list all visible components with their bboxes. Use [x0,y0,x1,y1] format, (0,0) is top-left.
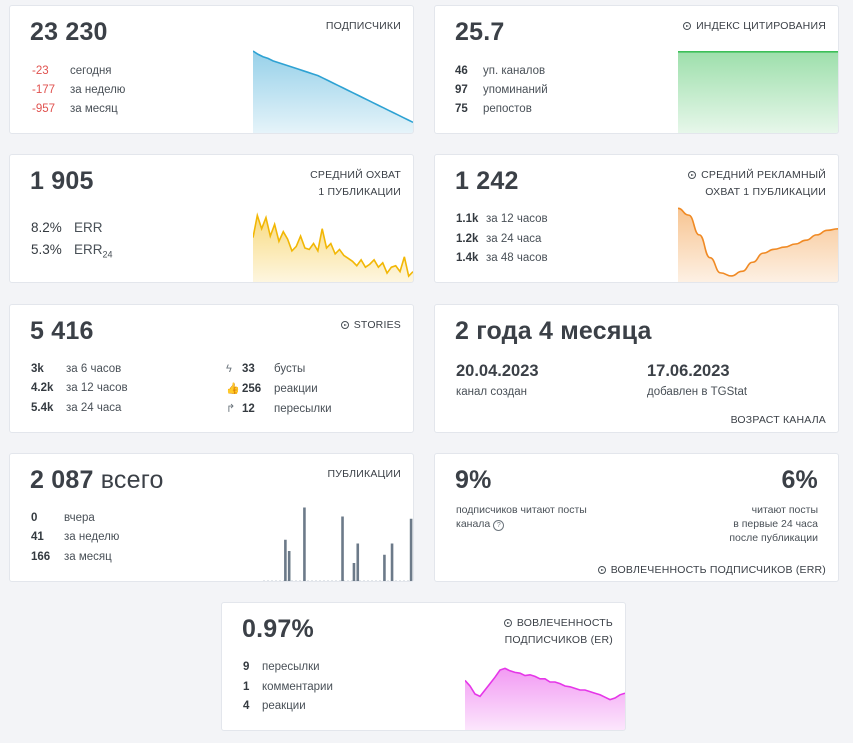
pub-row-month: 166 за месяц [31,551,112,563]
engagement-er-caption: ВОВЛЕЧЕННОСТЬ ПОДПИСЧИКОВ (ER) [503,617,613,646]
play-circle-icon [683,22,692,30]
ad-reach-caption: СРЕДНИЙ РЕКЛАМНЫЙ ОХВАТ 1 ПУБЛИКАЦИИ [688,167,826,201]
citation-card[interactable]: 25.7 ИНДЕКС ЦИТИРОВАНИЯ 46 уп. каналов 97… [434,5,839,134]
er-sparkline [465,667,625,730]
play-circle-icon [597,566,606,574]
change-row-month: -957 за месяц [32,103,118,115]
ad-row-48h: 1.4k за 48 часов [456,252,548,264]
ad-reach-card[interactable]: 1 242 СРЕДНИЙ РЕКЛАМНЫЙ ОХВАТ 1 ПУБЛИКАЦИ… [434,154,839,283]
channel-age-card[interactable]: 2 года 4 месяца 20.04.2023 канал создан … [434,304,839,433]
stories-card[interactable]: 5 416 STORIES 3k за 6 часов 4.2k за 12 час… [9,304,414,433]
avg-reach-value: 1 905 [30,167,94,195]
publications-card[interactable]: 2 087 всего ПУБЛИКАЦИИ 0 вчера 41 за недел… [9,453,414,582]
publication-bar [341,516,344,581]
pub-row-yesterday: 0 вчера [31,512,95,524]
publication-bar [383,554,386,581]
publication-bar [284,539,287,581]
er-value: 0.97% [242,615,314,643]
engagement-err-caption: ВОВЛЕЧЕННОСТЬ ПОДПИСЧИКОВ (ERR) [597,562,826,579]
err-row: 8.2% ERR [31,220,103,235]
sparkline-line [253,212,413,278]
ad-row-24h: 1.2k за 24 часа [456,233,542,245]
ad-reach-value: 1 242 [455,167,519,195]
err-percent-left: 9% [455,466,492,494]
sparkline-area [465,668,625,730]
share-arrow-icon: ↱ [226,403,236,415]
sparkline-area [678,51,838,133]
avg-reach-caption: СРЕДНИЙ ОХВАТ 1 ПУБЛИКАЦИИ [310,169,401,198]
subscribers-card[interactable]: 23 230 ПОДПИСЧИКИ -23 сегодня -177 за неде… [9,5,414,134]
created-label: канал создан [456,386,527,398]
stat-row-channels: 46 уп. каналов [455,65,546,77]
stat-row-reposts: 75 репостов [455,103,532,115]
stories-row-6h: 3k за 6 часов [31,363,122,375]
stories-row-24h: 5.4k за 24 часа [31,402,122,414]
ad-row-12h: 1.1k за 12 часов [456,213,548,225]
sparkline-line [253,50,413,124]
sparkline-line [678,207,838,277]
stories-forwards: ↱ 12 пересылки [226,403,332,415]
citation-index-value: 25.7 [455,18,505,46]
publication-bar [409,518,413,581]
publication-bar [287,551,291,581]
publication-bar [352,563,356,581]
added-label: добавлен в TGStat [647,386,748,398]
change-row-today: -23 сегодня [32,65,112,77]
publication-bar [303,507,306,581]
err-percent-right: 6% [781,466,818,494]
play-circle-icon [340,321,349,329]
stories-boosts: ϟ 33 бусты [226,363,306,375]
er-row-forwards: 9 пересылки [243,661,320,673]
publication-bar [356,543,360,581]
stories-reactions: 👍 256 реакции [226,383,318,395]
bolt-icon: ϟ [226,363,232,375]
sparkline-line [465,667,625,701]
stories-caption: STORIES [340,317,401,334]
sparkline-area [253,51,413,133]
avg-reach-card[interactable]: 1 905 СРЕДНИЙ ОХВАТ 1 ПУБЛИКАЦИИ 8.2% ERR … [9,154,414,283]
stat-row-mentions: 97 упоминаний [455,84,548,96]
play-circle-icon [688,171,697,179]
channel-age-caption: ВОЗРАСТ КАНАЛА [730,414,826,426]
er-row-reactions: 4 реакции [243,700,306,712]
subscribers-caption: ПОДПИСЧИКИ [325,20,401,32]
pub-row-week: 41 за неделю [31,531,120,543]
subscribers-count: 23 230 [30,18,108,46]
citation-sparkline [678,51,838,133]
publications-bar-chart [263,507,413,581]
thumbs-up-icon: 👍 [226,383,240,395]
channel-age-value: 2 года 4 месяца [455,317,652,345]
stories-row-12h: 4.2k за 12 часов [31,382,128,394]
er-row-comments: 1 комментарии [243,681,333,693]
created-date: 20.04.2023 [456,362,539,380]
stories-value: 5 416 [30,317,94,345]
err-right-text: читают посты в первые 24 часа после публик… [729,504,818,544]
publications-value: 2 087 всего [30,466,164,494]
err-left-text: подписчиков читают посты канала? [456,504,587,531]
subscribers-sparkline [253,50,413,133]
play-circle-icon [503,619,512,627]
citation-caption: ИНДЕКС ЦИТИРОВАНИЯ [683,18,826,35]
change-row-week: -177 за неделю [32,84,126,96]
publication-bar [390,543,394,581]
publications-caption: ПУБЛИКАЦИИ [327,468,401,480]
err24-row: 5.3% ERR24 [31,242,113,260]
engagement-er-card[interactable]: 0.97% ВОВЛЕЧЕННОСТЬ ПОДПИСЧИКОВ (ER) 9 пер… [221,602,626,731]
question-circle-icon[interactable]: ? [493,520,505,531]
sparkline-area [678,208,838,282]
ad-reach-sparkline [678,207,838,282]
engagement-err-card[interactable]: 9% 6% подписчиков читают посты канала? чи… [434,453,839,582]
avg-reach-sparkline [253,212,413,282]
added-date: 17.06.2023 [647,362,730,380]
